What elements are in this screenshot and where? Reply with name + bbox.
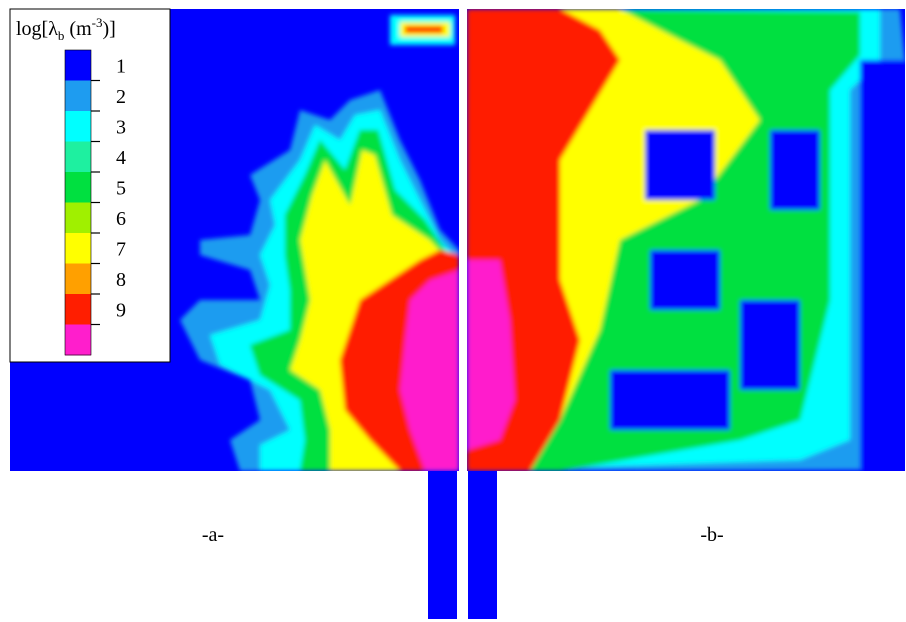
legend-swatch-3 bbox=[65, 111, 91, 142]
legend-colorbar-outline bbox=[64, 49, 92, 356]
legend-swatch-5 bbox=[65, 172, 91, 203]
panel-b bbox=[467, 9, 905, 471]
legend-tick-label-7: 7 bbox=[116, 239, 126, 261]
legend-swatch-2 bbox=[65, 80, 91, 112]
panel-b-contours bbox=[467, 9, 905, 471]
panel-a bbox=[10, 9, 459, 471]
inlet-channel-a bbox=[428, 471, 457, 619]
legend-swatch-6 bbox=[65, 202, 91, 234]
contour-hole bbox=[645, 130, 715, 200]
legend-swatch-10 bbox=[65, 324, 91, 356]
legend-tick-label-1: 1 bbox=[116, 56, 126, 78]
colorbar-legend: log[λb (m-3)] 1 2 3 4 5 6 7 8 9 bbox=[9, 8, 171, 363]
panel-a-contours bbox=[180, 15, 459, 471]
legend-tick-label-5: 5 bbox=[116, 178, 126, 200]
panel-b-label: -b- bbox=[700, 524, 723, 546]
legend-tick-label-8: 8 bbox=[116, 269, 126, 291]
panel-a-label: -a- bbox=[202, 524, 224, 546]
legend-swatch-4 bbox=[65, 141, 91, 173]
legend-swatch-7 bbox=[65, 233, 91, 264]
legend-swatch-9 bbox=[65, 294, 91, 325]
contour-hole bbox=[770, 130, 820, 210]
legend-tick-label-2: 2 bbox=[116, 86, 126, 108]
inlet-channel-b bbox=[468, 471, 497, 619]
contour-right-blue bbox=[860, 60, 905, 471]
legend-tick-label-3: 3 bbox=[116, 117, 126, 139]
legend-swatch-8 bbox=[65, 263, 91, 295]
legend-tick-label-6: 6 bbox=[116, 208, 126, 230]
contour-level-10 bbox=[400, 270, 459, 471]
legend-swatches: 1 2 3 4 5 6 7 8 9 bbox=[64, 49, 126, 356]
contour-hole bbox=[610, 370, 730, 430]
legend-title: log[λb (m-3)] bbox=[16, 15, 116, 43]
contour-level-10 bbox=[467, 260, 515, 450]
legend-swatch-1 bbox=[65, 50, 91, 81]
legend-tick-label-4: 4 bbox=[116, 147, 126, 169]
contour-top-strip-red bbox=[405, 26, 443, 33]
contour-hole bbox=[650, 250, 720, 310]
legend-tick-label-9: 9 bbox=[116, 300, 126, 322]
contour-hole bbox=[740, 300, 800, 390]
